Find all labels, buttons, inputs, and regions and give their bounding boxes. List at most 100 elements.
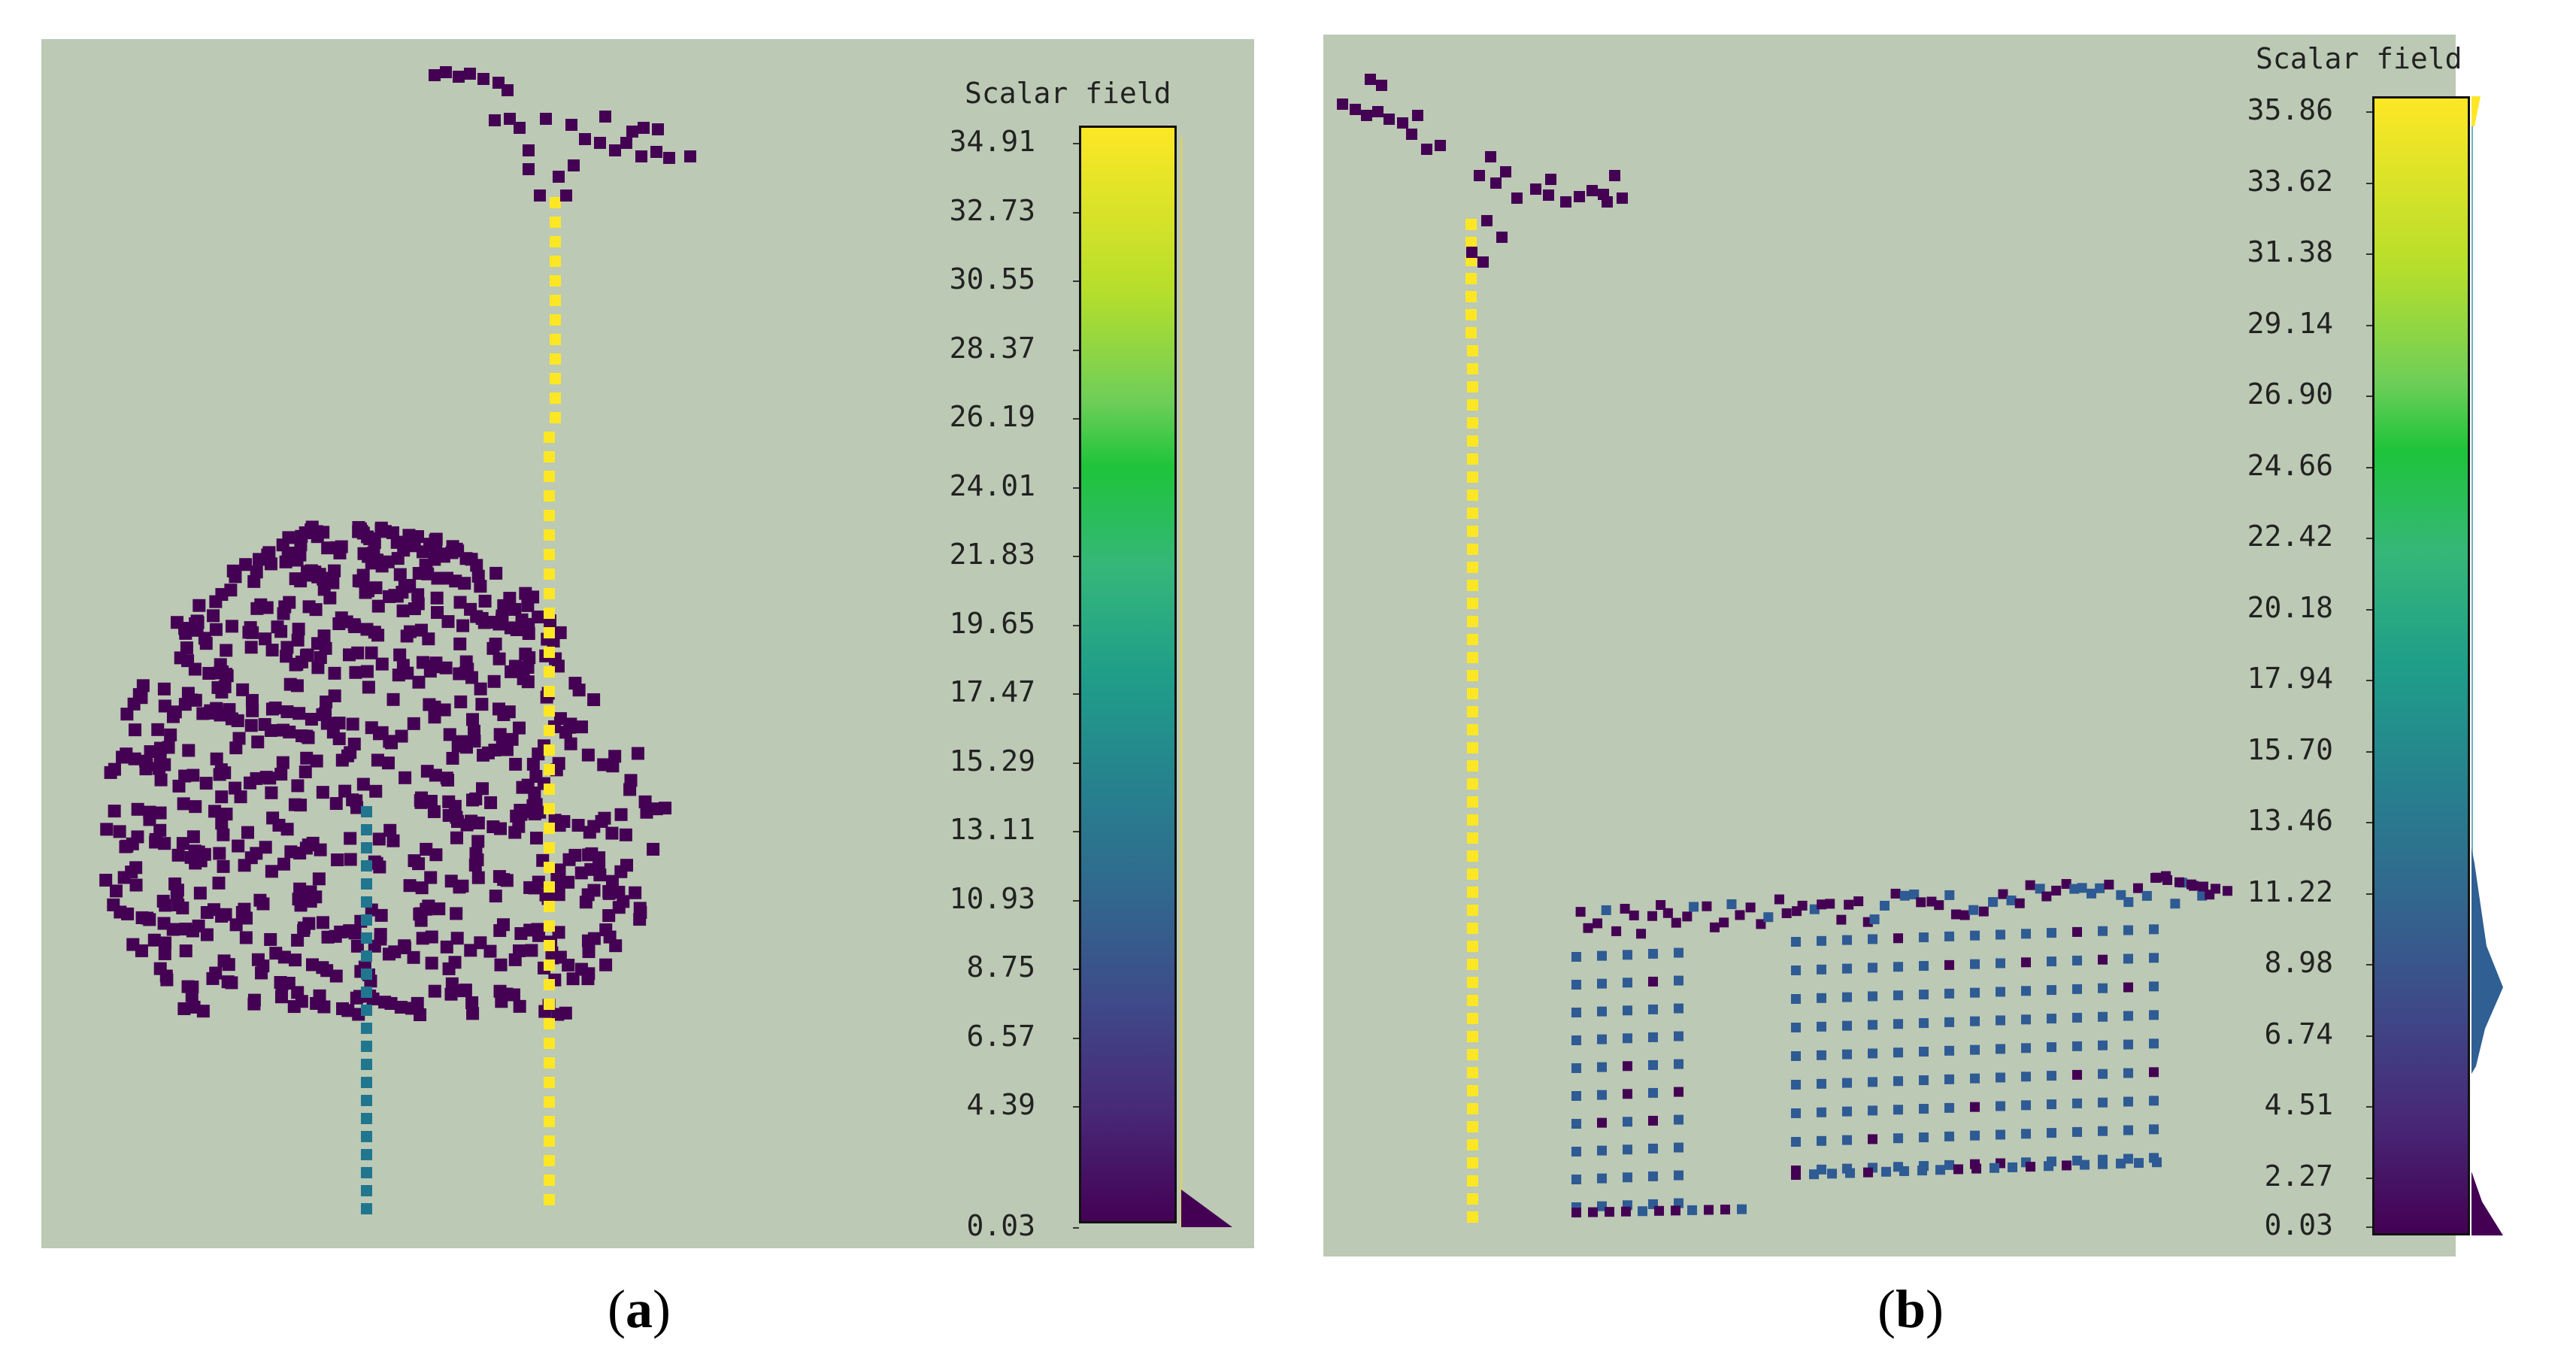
point — [471, 835, 485, 848]
point — [1916, 897, 1926, 908]
scale-tick-label: 17.47 — [949, 675, 1035, 708]
point — [544, 1135, 555, 1147]
point — [1919, 1047, 1929, 1057]
point — [512, 820, 526, 833]
point — [1467, 850, 1478, 862]
point — [274, 625, 288, 638]
point — [1869, 914, 1880, 925]
point — [459, 741, 473, 754]
point — [1543, 189, 1554, 201]
point — [182, 744, 195, 757]
scale-tick-label: 24.66 — [2247, 448, 2333, 482]
point — [608, 750, 622, 763]
point — [544, 529, 555, 541]
point — [1467, 471, 1478, 483]
scale-tick-mark — [2366, 396, 2372, 397]
point — [544, 1155, 555, 1166]
point — [1474, 170, 1485, 181]
point — [605, 875, 619, 888]
point — [1623, 978, 1632, 988]
point — [2149, 953, 2159, 963]
point — [550, 334, 561, 345]
point — [614, 865, 628, 878]
point — [623, 783, 637, 796]
point — [2123, 1096, 2133, 1107]
point — [2095, 883, 2105, 893]
point — [171, 848, 185, 862]
point — [136, 679, 150, 693]
point — [2072, 1098, 2082, 1108]
point — [266, 811, 280, 825]
point — [550, 393, 561, 404]
point — [489, 114, 501, 126]
point — [1571, 980, 1581, 990]
point — [1648, 1087, 1658, 1098]
point — [1926, 896, 1937, 907]
point — [1674, 1198, 1683, 1208]
point — [403, 879, 417, 893]
point-cloud-view-b[interactable]: Scalar field 35.86 33.62 31.38 29.14 26.90 24… — [1323, 35, 2503, 1257]
point — [493, 728, 507, 741]
point — [526, 799, 540, 812]
point — [523, 163, 535, 175]
scale-tick-label: 22.42 — [2247, 520, 2333, 553]
scale-tick-label: 0.03 — [2264, 1208, 2333, 1241]
point — [440, 66, 452, 78]
scale-tick-mark — [1073, 211, 1079, 214]
point — [2026, 1162, 2035, 1172]
point — [1781, 908, 1792, 918]
histogram-b — [2471, 96, 2503, 1235]
point — [550, 353, 561, 365]
point — [305, 713, 318, 726]
point — [147, 933, 161, 947]
point — [486, 820, 500, 833]
point — [396, 604, 410, 617]
point — [412, 857, 426, 871]
point — [1397, 117, 1408, 129]
point — [2047, 1099, 2056, 1110]
point — [493, 984, 507, 998]
point — [374, 928, 387, 941]
scale-tick-mark — [2366, 111, 2372, 113]
point — [1654, 1205, 1664, 1216]
point — [2072, 1155, 2082, 1166]
scale-tick-label: 35.86 — [2247, 93, 2333, 126]
point — [544, 451, 555, 462]
point — [581, 934, 595, 947]
point — [602, 885, 616, 899]
point — [571, 819, 585, 832]
point — [361, 1131, 372, 1142]
point — [650, 146, 662, 158]
point — [2123, 1039, 2133, 1050]
point — [356, 778, 370, 791]
point — [251, 735, 265, 749]
point — [344, 853, 357, 866]
point — [496, 612, 509, 626]
point — [1648, 1115, 1658, 1126]
point — [599, 923, 613, 937]
point — [2149, 1096, 2159, 1106]
point — [2141, 890, 2152, 901]
point — [1970, 1016, 1980, 1026]
point — [1791, 1108, 1801, 1118]
point — [2072, 1041, 2082, 1051]
point — [1970, 959, 1980, 969]
point — [544, 862, 555, 873]
point — [2170, 899, 2181, 909]
point — [579, 133, 591, 145]
point — [99, 874, 113, 887]
point — [268, 701, 282, 714]
point — [638, 795, 652, 808]
scale-tick-mark — [2366, 893, 2372, 895]
point — [1893, 1019, 1903, 1029]
point-cloud-view-a[interactable]: Scalar field 34.91 32.73 30.55 28.37 26.19 24… — [41, 39, 1254, 1248]
point — [229, 781, 242, 795]
point — [316, 786, 329, 799]
point — [2061, 879, 2071, 890]
point — [1467, 868, 1478, 880]
point — [1674, 1087, 1683, 1097]
point — [229, 918, 243, 932]
point — [1623, 950, 1632, 960]
point — [217, 859, 230, 873]
point — [1597, 1173, 1607, 1184]
